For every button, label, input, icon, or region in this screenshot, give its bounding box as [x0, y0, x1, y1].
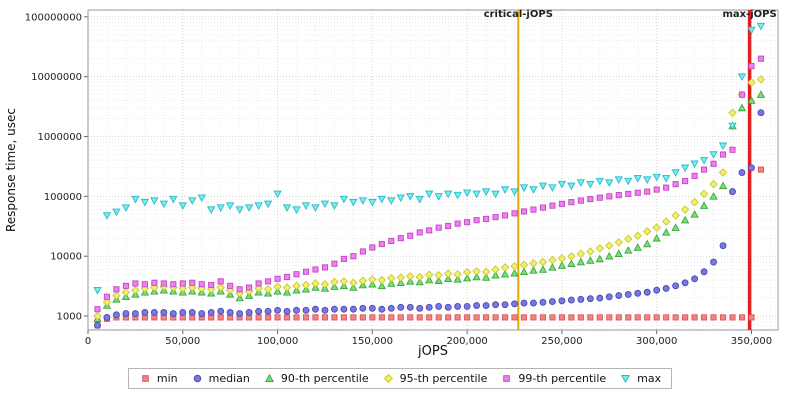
svg-text:150,000: 150,000 [352, 336, 393, 347]
legend-item-99th-percentile: 99-th percentile [500, 372, 606, 385]
svg-text:100,000: 100,000 [257, 336, 298, 347]
legend-item-95th-percentile: 95-th percentile [382, 372, 488, 385]
percentile-95-marker-icon [383, 373, 393, 384]
svg-text:10000000: 10000000 [31, 72, 82, 83]
svg-text:max-jOPS: max-jOPS [722, 9, 776, 20]
svg-text:100000000: 100000000 [25, 12, 82, 23]
legend-label-95th: 95-th percentile [399, 372, 488, 385]
min-marker-icon [142, 375, 149, 382]
svg-text:200,000: 200,000 [446, 336, 487, 347]
max-marker-icon [621, 374, 631, 384]
x-axis-title: jOPS [418, 344, 448, 359]
legend: min median 90-th percentile 95-th percen… [0, 368, 800, 389]
legend-label-min: min [156, 372, 178, 385]
legend-label-90th: 90-th percentile [280, 372, 369, 385]
legend-box: min median 90-th percentile 95-th percen… [127, 368, 673, 389]
legend-label-median: median [208, 372, 250, 385]
percentile-90-marker-icon [264, 373, 274, 383]
svg-text:350,000: 350,000 [731, 336, 772, 347]
legend-label-99th: 99-th percentile [518, 372, 607, 385]
y-axis-title: Response time, usec [4, 107, 18, 233]
svg-text:10000: 10000 [50, 252, 82, 263]
svg-text:1000000: 1000000 [37, 132, 82, 143]
svg-text:0: 0 [85, 336, 91, 347]
legend-item-max: max [619, 372, 661, 385]
svg-text:250,000: 250,000 [541, 336, 582, 347]
legend-label-max: max [637, 372, 662, 385]
percentile-99-marker-icon [503, 375, 511, 382]
median-marker-icon [193, 374, 201, 383]
svg-text:1000: 1000 [57, 312, 82, 323]
legend-item-90th-percentile: 90-th percentile [263, 372, 369, 385]
svg-text:300,000: 300,000 [636, 336, 677, 347]
svg-text:100000: 100000 [44, 192, 82, 203]
svg-text:critical-jOPS: critical-jOPS [484, 9, 553, 20]
svg-text:50,000: 50,000 [165, 336, 200, 347]
legend-item-min: min [139, 372, 178, 385]
legend-item-median: median [191, 372, 250, 385]
chart-canvas: 0 50,000 100,000 150,000 200,000 250,000 300,0… [25, 9, 779, 347]
